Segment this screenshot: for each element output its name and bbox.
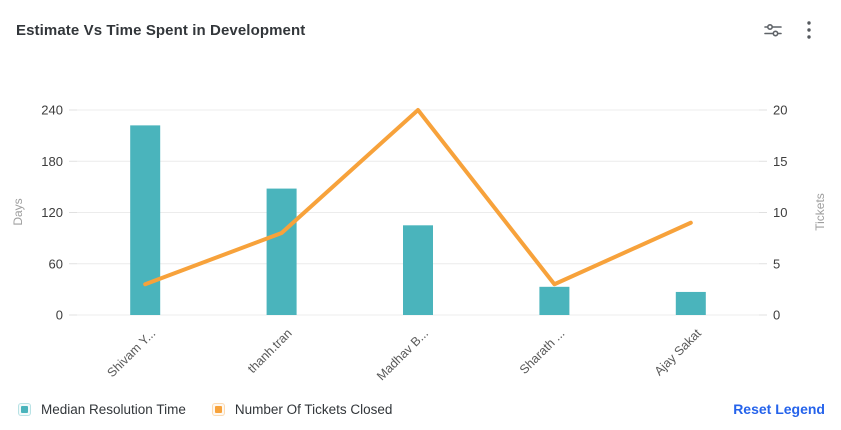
- kebab-menu-icon: [807, 21, 811, 39]
- left-axis-tick-label: 120: [41, 205, 63, 220]
- bar-Sharath ...[interactable]: [539, 286, 570, 315]
- right-axis-tick-label: 15: [773, 154, 787, 169]
- legend-item-label: Median Resolution Time: [41, 401, 186, 417]
- chart-toolbar: [761, 17, 821, 43]
- reset-legend-link[interactable]: Reset Legend: [733, 401, 825, 417]
- category-label: thanh.tran: [245, 326, 295, 376]
- legend-swatch-color: [21, 405, 28, 413]
- right-axis-name: Tickets: [813, 193, 827, 231]
- category-label: Ajay Sakat: [652, 326, 705, 379]
- chart-settings-button[interactable]: [761, 18, 785, 42]
- bar-thanh.tran[interactable]: [266, 188, 297, 315]
- left-axis-tick-label: 180: [41, 154, 63, 169]
- bar-Shivam Y...[interactable]: [130, 125, 161, 315]
- right-axis-tick-label: 5: [773, 256, 780, 271]
- legend-swatch: [18, 402, 31, 416]
- right-axis-tick-label: 10: [773, 205, 787, 220]
- left-axis-tick-label: 60: [49, 256, 63, 271]
- legend-item[interactable]: Median Resolution Time: [18, 402, 186, 417]
- chart-card-header: Estimate Vs Time Spent in Development: [0, 0, 841, 60]
- category-label: Shivam Y...: [105, 326, 159, 380]
- right-axis-tick-label: 0: [773, 308, 780, 323]
- legend-item[interactable]: Number Of Tickets Closed: [211, 401, 393, 417]
- left-axis-name: Days: [11, 198, 25, 225]
- sliders-icon: [764, 24, 782, 37]
- legend-item-label: Number Of Tickets Closed: [234, 401, 393, 417]
- bar-Ajay Sakat[interactable]: [675, 291, 706, 315]
- bar-Madhav B...[interactable]: [403, 225, 433, 315]
- right-axis-tick-label: 20: [773, 103, 787, 118]
- left-axis-tick-label: 240: [41, 103, 63, 118]
- more-options-button[interactable]: [797, 17, 821, 43]
- combo-chart: 0 0 60 5 120 10 180 15 240 20 Days Tickets Shivam Y.…: [11, 103, 827, 384]
- category-label: Sharath ...: [517, 326, 568, 377]
- line-series[interactable]: [143, 108, 693, 287]
- legend-swatch-color: [214, 405, 222, 413]
- category-label: Madhav B...: [374, 326, 431, 383]
- legend-swatch: [211, 402, 225, 416]
- chart-legend: Median Resolution Time Number Of Tickets …: [18, 394, 825, 424]
- chart-title: Estimate Vs Time Spent in Development: [16, 21, 306, 39]
- left-axis-tick-label: 0: [56, 308, 63, 323]
